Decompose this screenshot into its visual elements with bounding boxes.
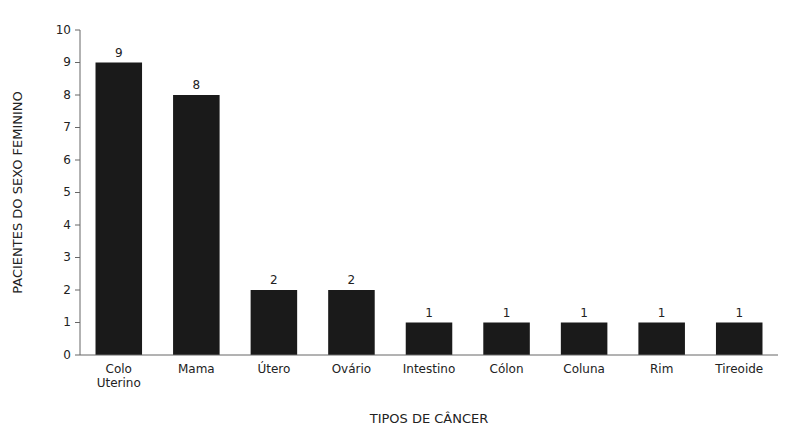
x-axis-line xyxy=(80,355,778,356)
data-label: 1 xyxy=(503,306,511,320)
x-tick-label: Mama xyxy=(178,362,215,376)
x-tick-label: Ovário xyxy=(332,362,372,376)
y-tick-label: 3 xyxy=(63,250,71,264)
x-tick-label: Intestino xyxy=(403,362,455,376)
data-labels: 9 8 2 2 1 1 1 1 1 xyxy=(115,46,743,320)
y-axis: 0 1 2 3 4 5 6 7 8 9 10 xyxy=(56,23,80,362)
y-tick xyxy=(75,62,80,63)
data-label: 1 xyxy=(580,306,588,320)
y-tick xyxy=(75,30,80,31)
y-tick xyxy=(75,290,80,291)
data-label: 2 xyxy=(270,273,278,287)
y-tick xyxy=(75,257,80,258)
bar xyxy=(173,95,220,355)
x-tick-label: Cólon xyxy=(490,362,524,376)
y-tick-label: 0 xyxy=(63,348,71,362)
y-tick-label: 4 xyxy=(63,218,71,232)
bars xyxy=(96,63,763,356)
y-tick-label: 5 xyxy=(63,185,71,199)
y-tick-label: 9 xyxy=(63,55,71,69)
bar xyxy=(638,323,685,356)
chart-container: 0 1 2 3 4 5 6 7 8 9 10 9 8 2 2 1 1 1 1 1 ColoUterino Mama Úter… xyxy=(0,0,802,445)
x-axis: ColoUterino Mama Útero Ovário Intestino Cólon… xyxy=(97,361,764,390)
y-tick xyxy=(75,225,80,226)
chart: 0 1 2 3 4 5 6 7 8 9 10 9 8 2 2 1 1 1 1 1 ColoUterino Mama Úter… xyxy=(0,0,802,445)
x-tick-label: ColoUterino xyxy=(97,362,141,390)
bar xyxy=(251,290,298,355)
data-label: 1 xyxy=(425,306,433,320)
y-axis-line xyxy=(80,30,81,355)
x-axis-label: TIPOS DE CÂNCER xyxy=(369,411,489,426)
y-tick-label: 2 xyxy=(63,283,71,297)
y-tick-label: 7 xyxy=(63,120,71,134)
data-label: 2 xyxy=(348,273,356,287)
data-label: 1 xyxy=(658,306,666,320)
y-tick xyxy=(75,322,80,323)
y-tick-label: 8 xyxy=(63,88,71,102)
bar xyxy=(96,63,143,356)
data-label: 9 xyxy=(115,46,123,60)
bar xyxy=(561,323,608,356)
y-tick-label: 6 xyxy=(63,153,71,167)
x-tick-label: Coluna xyxy=(563,362,605,376)
y-tick-label: 1 xyxy=(63,315,71,329)
x-tick-label: Rim xyxy=(650,362,673,376)
bar xyxy=(716,323,763,356)
bar xyxy=(406,323,453,356)
y-axis-label: PACIENTES DO SEXO FEMININO xyxy=(10,91,25,294)
bar xyxy=(483,323,530,356)
y-tick xyxy=(75,95,80,96)
y-tick-label: 10 xyxy=(56,23,71,37)
x-tick-label: Tireoide xyxy=(714,362,763,376)
data-label: 8 xyxy=(193,78,201,92)
x-tick-label: Útero xyxy=(257,361,290,376)
bar xyxy=(328,290,375,355)
y-tick xyxy=(75,127,80,128)
y-tick xyxy=(75,192,80,193)
data-label: 1 xyxy=(735,306,743,320)
y-tick xyxy=(75,355,80,356)
y-tick xyxy=(75,160,80,161)
